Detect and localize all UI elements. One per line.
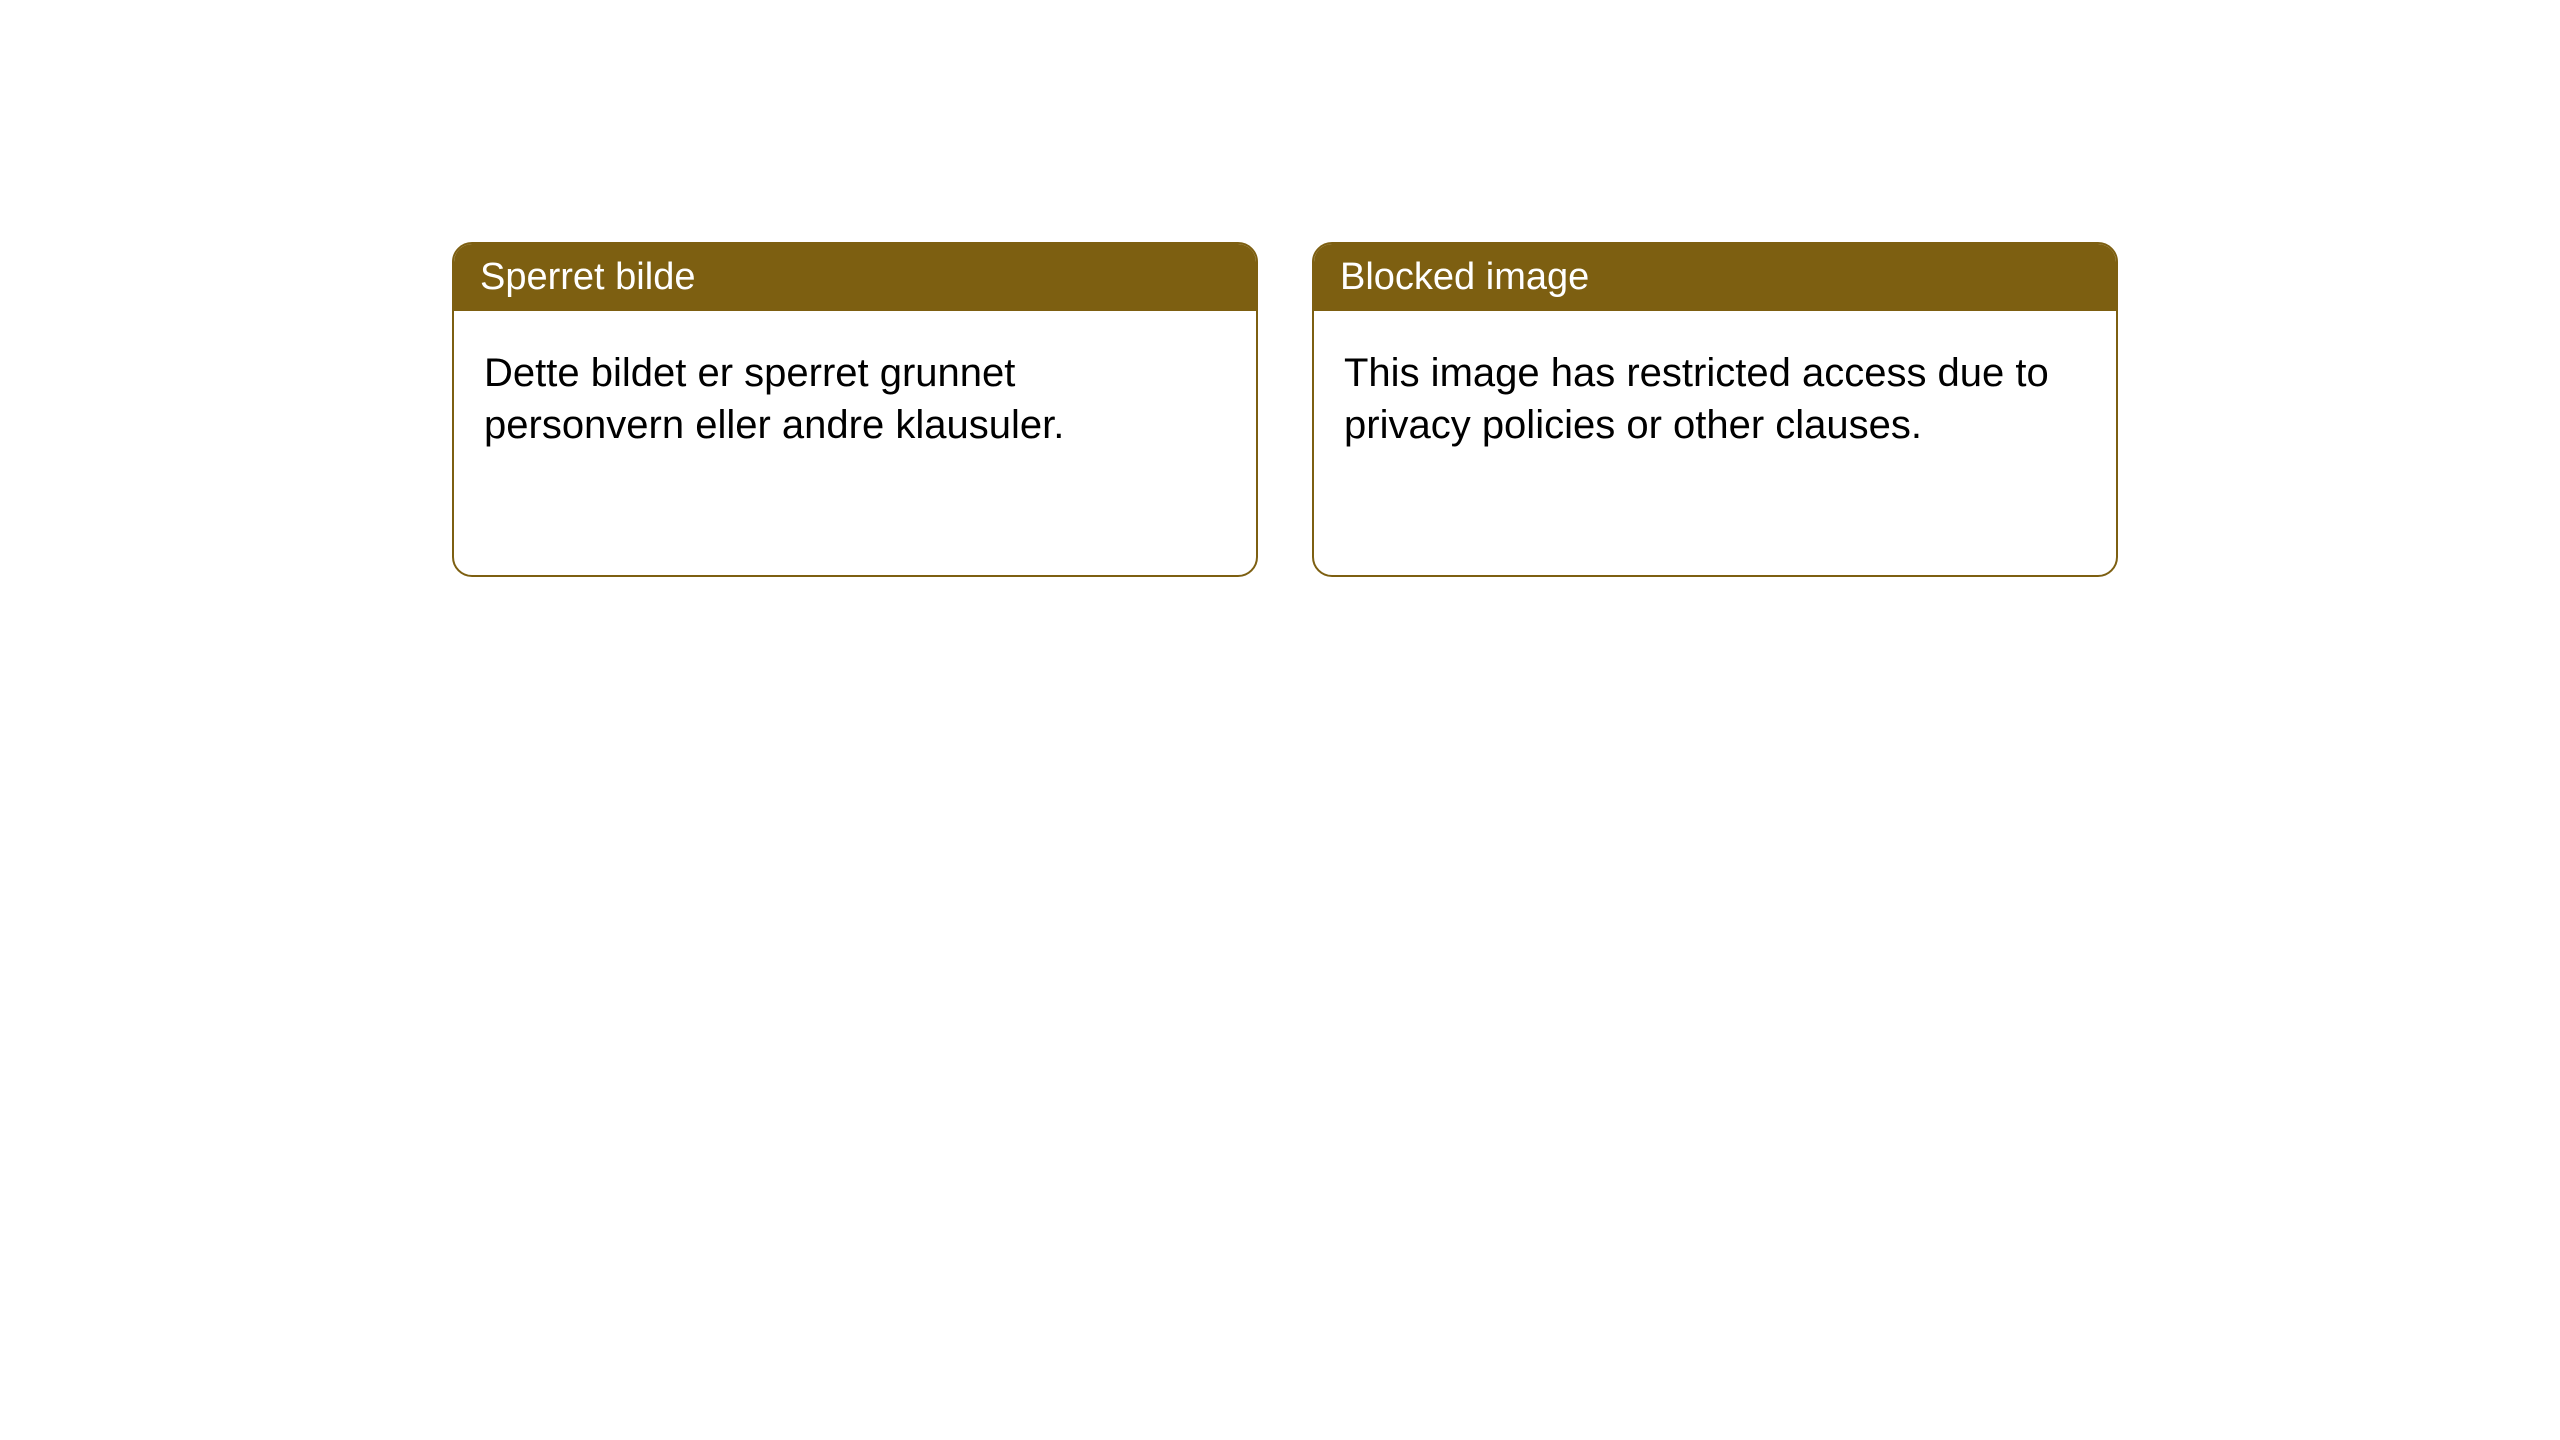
- card-title-en: Blocked image: [1340, 256, 1589, 298]
- card-message-en: This image has restricted access due to …: [1344, 351, 2049, 447]
- card-message-no: Dette bildet er sperret grunnet personve…: [484, 351, 1064, 447]
- cards-container: Sperret bilde Dette bildet er sperret gr…: [452, 242, 2118, 577]
- blocked-image-card-en: Blocked image This image has restricted …: [1312, 242, 2118, 577]
- blocked-image-card-no: Sperret bilde Dette bildet er sperret gr…: [452, 242, 1258, 577]
- card-body-en: This image has restricted access due to …: [1314, 311, 2116, 487]
- card-header-en: Blocked image: [1314, 244, 2116, 311]
- card-header-no: Sperret bilde: [454, 244, 1256, 311]
- card-title-no: Sperret bilde: [480, 256, 695, 298]
- card-body-no: Dette bildet er sperret grunnet personve…: [454, 311, 1256, 487]
